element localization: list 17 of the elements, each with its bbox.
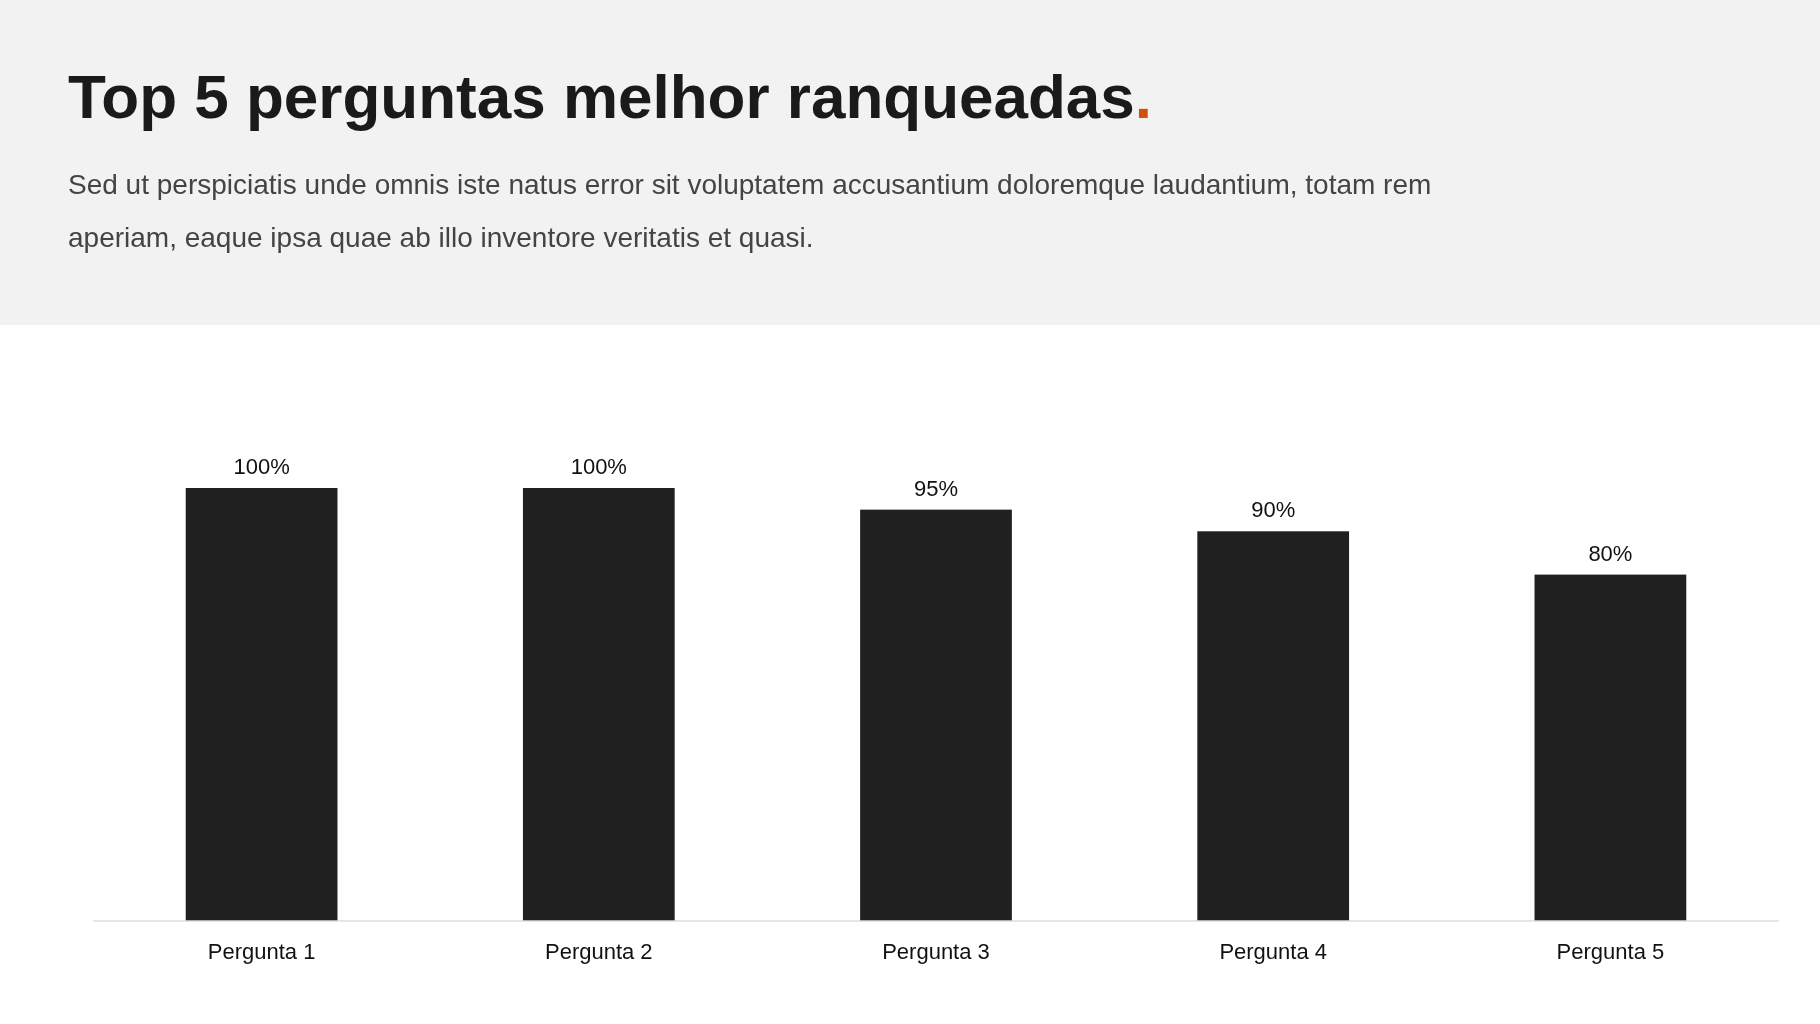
bar bbox=[185, 488, 338, 921]
x-tick-label: Pergunta 5 bbox=[1556, 939, 1665, 964]
x-tick-label: Pergunta 3 bbox=[882, 939, 990, 964]
chart-subtitle: Sed ut perspiciatis unde omnis iste natus error sit voluptatem accusantium doloremque laudantium, totam rem aperiam, eaque ipsa quae ab illo inventore veritatis et quasi. bbox=[68, 169, 1432, 253]
bar bbox=[860, 509, 1012, 921]
data-label: 80% bbox=[1588, 540, 1633, 566]
x-tick-label: Pergunta 2 bbox=[544, 939, 653, 964]
data-label: 100% bbox=[233, 454, 290, 479]
x-tick-label: Pergunta 4 bbox=[1219, 939, 1328, 964]
data-label: 95% bbox=[913, 475, 959, 501]
data-label: 90% bbox=[1251, 497, 1296, 523]
x-tick-label: Pergunta 1 bbox=[207, 939, 316, 964]
bar bbox=[1197, 531, 1350, 921]
chart-title: Top 5 perguntas melhor ranqueadas. bbox=[68, 62, 1153, 131]
data-label: 100% bbox=[570, 454, 627, 479]
bar bbox=[1534, 574, 1687, 921]
bar bbox=[522, 488, 675, 921]
